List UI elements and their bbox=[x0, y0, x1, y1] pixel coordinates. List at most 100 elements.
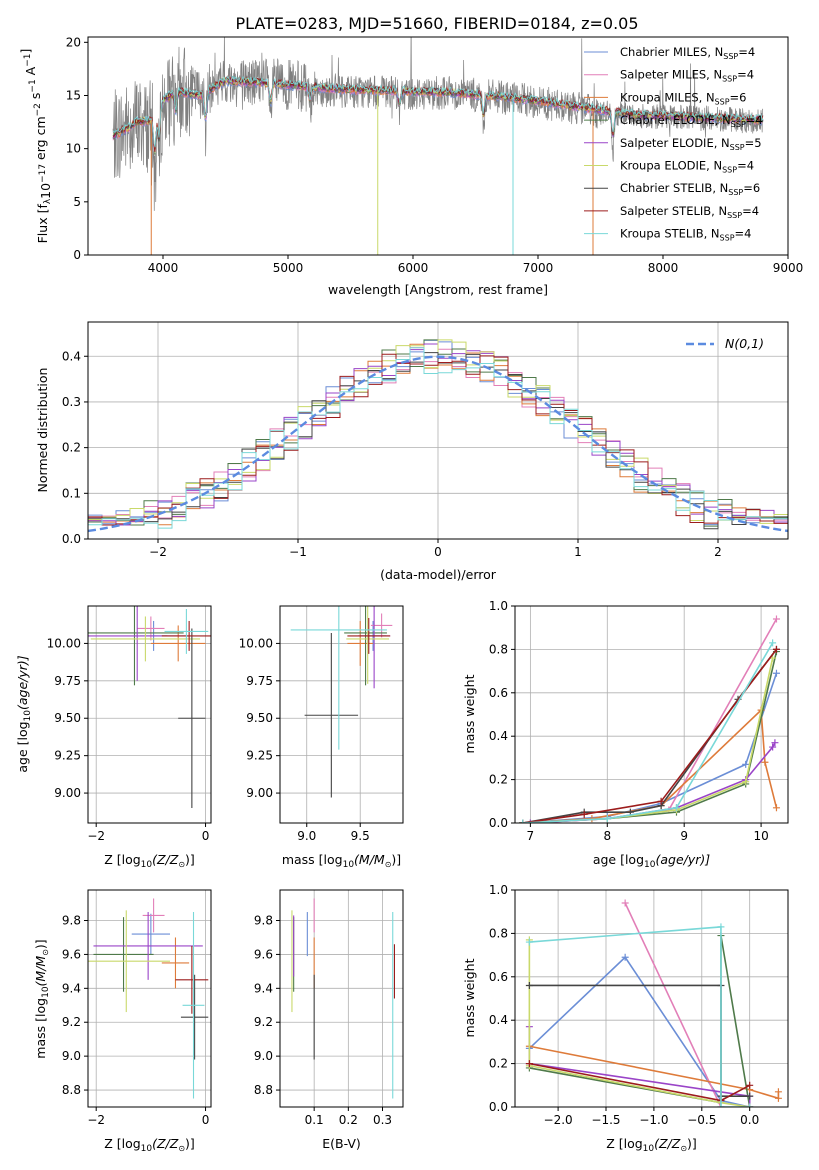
y-tick-label: 8.8 bbox=[62, 1083, 81, 1097]
x-tick-label: −1.0 bbox=[639, 1113, 668, 1127]
y-tick-label: 9.8 bbox=[62, 914, 81, 928]
plus-marker bbox=[769, 743, 777, 751]
panel-mass_vs_Z: −2 08.89.09.29.49.69.8Z [log10(Z/Z⊙)]mass… bbox=[33, 889, 212, 1154]
plus-marker bbox=[672, 804, 680, 812]
label-part: )] bbox=[185, 1136, 195, 1151]
y-tick-label: 9.6 bbox=[254, 947, 273, 961]
x-axis-label: Z [log10(Z/Z⊙)] bbox=[104, 852, 195, 870]
label-part: 10 bbox=[41, 986, 51, 998]
label-part: ⊙ bbox=[385, 860, 392, 869]
label-part: SSP bbox=[722, 166, 737, 175]
y-tick-label: 9.25 bbox=[246, 749, 273, 763]
y-tick-label: 1.0 bbox=[489, 883, 508, 897]
label-part: −2 bbox=[33, 103, 43, 116]
plus-marker bbox=[525, 938, 533, 946]
label-part: (Z/Z bbox=[152, 852, 179, 867]
weight-line bbox=[528, 939, 750, 1107]
figure-title: PLATE=0283, MJD=51660, FIBERID=0184, z=0… bbox=[235, 14, 638, 33]
label-part: )] bbox=[391, 852, 401, 867]
y-tick-label: 0.0 bbox=[489, 816, 508, 830]
x-tick-label: 10 bbox=[753, 829, 768, 843]
y-tick-label: 9.0 bbox=[62, 1049, 81, 1063]
label-part: λ bbox=[43, 198, 53, 204]
x-tick-label: −2 bbox=[87, 829, 105, 843]
label-part: =4 bbox=[738, 45, 755, 59]
label-part: ⊙ bbox=[41, 949, 50, 956]
weight-line bbox=[522, 642, 774, 823]
plus-marker bbox=[772, 804, 780, 812]
y-tick-label: 9.0 bbox=[254, 1049, 273, 1063]
label-part: 10 bbox=[23, 710, 33, 722]
legend-entry: Chabrier STELIB, NSSP=6 bbox=[620, 181, 760, 197]
model-spectrum-line bbox=[112, 75, 764, 148]
legend-entry: N(0,1) bbox=[725, 336, 764, 351]
legend-entry: Chabrier ELODIE, NSSP=4 bbox=[620, 113, 763, 129]
label-part: SSP bbox=[730, 143, 745, 152]
plot-area bbox=[519, 615, 780, 823]
y-tick-label: 9.00 bbox=[54, 786, 81, 800]
panel-massweight_vs_Z: −2.0 −1.5 −1.0 −0.5 0.0 0.0 0.2 0.4 0.6 0.8 1.0 Z [… bbox=[462, 883, 789, 1154]
plus-marker bbox=[580, 810, 588, 818]
y-tick-label: 0.6 bbox=[489, 970, 508, 984]
y-tick-label: 9.00 bbox=[246, 786, 273, 800]
label-part: Kroupa STELIB, N bbox=[620, 227, 720, 241]
label-part: Salpeter STELIB, N bbox=[620, 204, 727, 218]
y-tick-label: 9.8 bbox=[254, 914, 273, 928]
x-axis-label: E(B-V) bbox=[322, 1136, 361, 1151]
plus-marker bbox=[717, 1103, 725, 1107]
y-tick-label: 9.6 bbox=[62, 947, 81, 961]
label-part: −1 bbox=[23, 54, 33, 67]
x-tick-label: 6000 bbox=[398, 261, 429, 275]
label-part: )] bbox=[185, 852, 195, 867]
plus-marker bbox=[526, 819, 534, 823]
label-part: (age/yr)] bbox=[655, 852, 710, 867]
plus-marker bbox=[621, 953, 629, 961]
gaussian-reference-curve bbox=[88, 355, 788, 533]
weight-line bbox=[522, 673, 778, 823]
axes-frame bbox=[87, 605, 212, 824]
x-tick-label: 7000 bbox=[523, 261, 554, 275]
label-part: 10 bbox=[141, 860, 153, 870]
axes-frame bbox=[87, 889, 212, 1108]
axes-frame bbox=[279, 889, 404, 1108]
label-part: −17 bbox=[38, 164, 48, 183]
axes-frame bbox=[279, 605, 404, 824]
plus-marker bbox=[603, 815, 611, 823]
y-axis-label: age [log10(age/yr)] bbox=[15, 655, 33, 772]
plus-marker bbox=[742, 778, 750, 786]
legend-entry: Salpeter ELODIE, NSSP=5 bbox=[620, 136, 762, 152]
label-part: SSP bbox=[731, 120, 746, 129]
y-tick-label: 10 bbox=[66, 142, 81, 156]
axes-frame bbox=[514, 605, 789, 824]
y-axis-label: mass weight bbox=[462, 958, 477, 1037]
label-part: Chabrier STELIB, N bbox=[620, 181, 728, 195]
plus-marker bbox=[774, 1094, 782, 1102]
weight-line bbox=[529, 935, 751, 1107]
plus-marker bbox=[525, 1060, 533, 1068]
label-part: SSP bbox=[715, 97, 730, 106]
label-part: (Z/Z bbox=[152, 1136, 179, 1151]
x-tick-label: −1 bbox=[289, 545, 307, 559]
label-part: Chabrier MILES, N bbox=[620, 45, 723, 59]
weight-line bbox=[624, 902, 722, 1107]
x-tick-label: 9.0 bbox=[297, 829, 316, 843]
label-part: 10 bbox=[343, 860, 355, 870]
label-part: SSP bbox=[723, 52, 738, 61]
legend-entry: Chabrier MILES, NSSP=4 bbox=[620, 45, 755, 61]
plus-marker bbox=[772, 669, 780, 677]
x-tick-label: −2 bbox=[149, 545, 167, 559]
y-tick-label: 9.2 bbox=[62, 1015, 81, 1029]
y-tick-label: 9.75 bbox=[54, 674, 81, 688]
x-tick-label: 9.5 bbox=[351, 829, 370, 843]
label-part: =4 bbox=[737, 159, 754, 173]
y-tick-label: 0.6 bbox=[489, 686, 508, 700]
x-axis-label: Z [log10(Z/Z⊙)] bbox=[606, 1136, 697, 1154]
label-part: =5 bbox=[745, 136, 762, 150]
plus-marker bbox=[519, 819, 527, 823]
x-axis-label: Z [log10(Z/Z⊙)] bbox=[104, 1136, 195, 1154]
x-tick-label: 1 bbox=[574, 545, 582, 559]
y-tick-label: 9.4 bbox=[62, 981, 81, 995]
panel-residual_histogram: −2 −1 0 1 2 0.0 0.1 0.2 0.3 0.4 N(0,1) (data-model)… bbox=[35, 321, 789, 582]
plus-marker bbox=[621, 899, 629, 907]
label-part: mass [log bbox=[33, 998, 48, 1059]
